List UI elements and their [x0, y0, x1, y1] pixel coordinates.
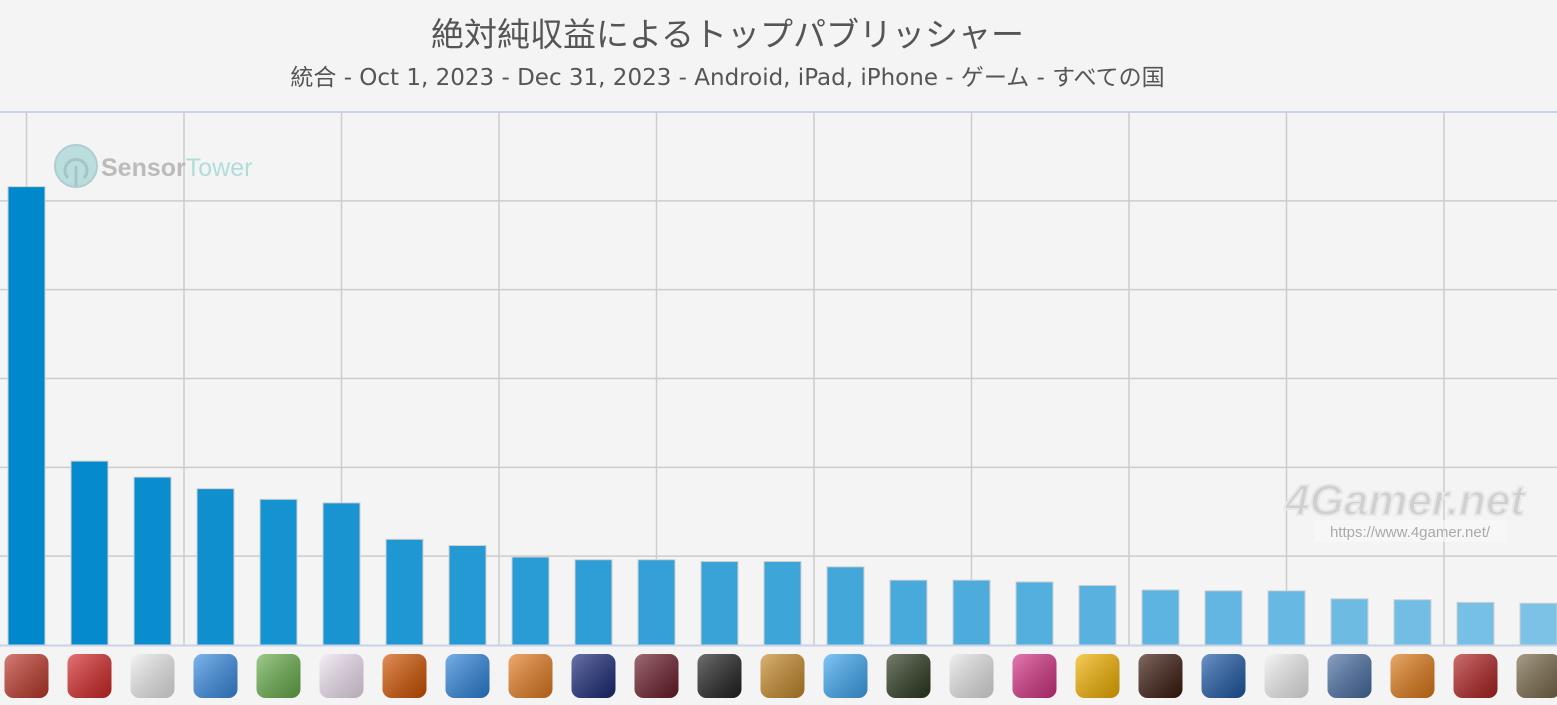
watermark-4gamer: 4Gamer.net: [1284, 476, 1527, 525]
app-icon-shine: [256, 654, 301, 698]
app-icon-11[interactable]: [634, 654, 679, 698]
sensortower-watermark: SensorTower: [54, 144, 252, 188]
bar-9[interactable]: [511, 556, 550, 646]
app-icon-shine: [571, 654, 616, 698]
app-icon-8[interactable]: [445, 654, 490, 698]
app-icon-shine: [4, 654, 49, 698]
app-icon-12[interactable]: [697, 654, 742, 698]
app-icon-21[interactable]: [1264, 654, 1309, 698]
app-icon-10[interactable]: [571, 654, 616, 698]
app-icon-shine: [319, 654, 364, 698]
app-icon-shine: [1012, 654, 1057, 698]
app-icon-25[interactable]: [1516, 654, 1557, 698]
app-icon-shine: [445, 654, 490, 698]
bar-8[interactable]: [448, 545, 487, 646]
app-icon-shine: [1201, 654, 1246, 698]
app-icon-shine: [1516, 654, 1557, 698]
bar-24[interactable]: [1456, 601, 1495, 646]
app-icon-shine: [886, 654, 931, 698]
bar-7[interactable]: [385, 538, 424, 646]
app-icon-4[interactable]: [193, 654, 238, 698]
bar-13[interactable]: [763, 560, 802, 646]
4gamer-watermark: 4Gamer.net https://www.4gamer.net/: [1283, 475, 1528, 542]
app-icon-20[interactable]: [1201, 654, 1246, 698]
bar-15[interactable]: [889, 579, 928, 646]
app-icon-18[interactable]: [1075, 654, 1120, 698]
bar-19[interactable]: [1141, 589, 1180, 646]
app-icon-14[interactable]: [823, 654, 868, 698]
x-axis-icons: [4, 654, 1557, 698]
app-icon-shine: [1264, 654, 1309, 698]
svg-text:SensorTower: SensorTower: [101, 154, 252, 182]
app-icon-1[interactable]: [4, 654, 49, 698]
bar-3[interactable]: [133, 476, 172, 646]
chart-title: 絶対純収益によるトップパブリッシャー: [430, 15, 1024, 54]
app-icon-shine: [760, 654, 805, 698]
bar-6[interactable]: [322, 502, 361, 646]
app-icon-2[interactable]: [67, 654, 112, 698]
watermark-sensor: Sensor: [101, 154, 186, 182]
app-icon-shine: [508, 654, 553, 698]
app-icon-5[interactable]: [256, 654, 301, 698]
app-icon-shine: [1138, 654, 1183, 698]
app-icon-13[interactable]: [760, 654, 805, 698]
app-icon-22[interactable]: [1327, 654, 1372, 698]
app-icon-17[interactable]: [1012, 654, 1057, 698]
app-icon-6[interactable]: [319, 654, 364, 698]
watermark-tower: Tower: [186, 154, 253, 182]
app-icon-shine: [1075, 654, 1120, 698]
app-icon-15[interactable]: [886, 654, 931, 698]
chart-subtitle: 統合 - Oct 1, 2023 - Dec 31, 2023 - Androi…: [290, 65, 1165, 91]
bar-18[interactable]: [1078, 584, 1117, 646]
app-icon-16[interactable]: [949, 654, 994, 698]
bar-14[interactable]: [826, 566, 865, 646]
bar-21[interactable]: [1267, 590, 1306, 646]
bar-22[interactable]: [1330, 598, 1369, 646]
bar-25[interactable]: [1519, 602, 1557, 646]
bar-2[interactable]: [70, 460, 109, 646]
app-icon-shine: [949, 654, 994, 698]
app-icon-shine: [1390, 654, 1435, 698]
app-icon-19[interactable]: [1138, 654, 1183, 698]
bar-1[interactable]: [7, 186, 46, 646]
bar-16[interactable]: [952, 579, 991, 646]
bar-11[interactable]: [637, 559, 676, 646]
bar-10[interactable]: [574, 559, 613, 646]
bar-4[interactable]: [196, 488, 235, 646]
app-icon-shine: [382, 654, 427, 698]
app-icon-shine: [193, 654, 238, 698]
app-icon-7[interactable]: [382, 654, 427, 698]
app-icon-23[interactable]: [1390, 654, 1435, 698]
bars: [7, 186, 1557, 646]
app-icon-3[interactable]: [130, 654, 175, 698]
bar-20[interactable]: [1204, 590, 1243, 646]
app-icon-shine: [823, 654, 868, 698]
bar-5[interactable]: [259, 498, 298, 646]
app-icon-shine: [634, 654, 679, 698]
app-icon-shine: [130, 654, 175, 698]
app-icon-shine: [67, 654, 112, 698]
bar-23[interactable]: [1393, 599, 1432, 646]
app-icon-shine: [1327, 654, 1372, 698]
app-icon-24[interactable]: [1453, 654, 1498, 698]
watermark-4gamer-url: https://www.4gamer.net/: [1330, 524, 1491, 541]
bar-17[interactable]: [1015, 581, 1054, 646]
app-icon-shine: [1453, 654, 1498, 698]
bar-12[interactable]: [700, 560, 739, 646]
app-icon-shine: [697, 654, 742, 698]
app-icon-9[interactable]: [508, 654, 553, 698]
